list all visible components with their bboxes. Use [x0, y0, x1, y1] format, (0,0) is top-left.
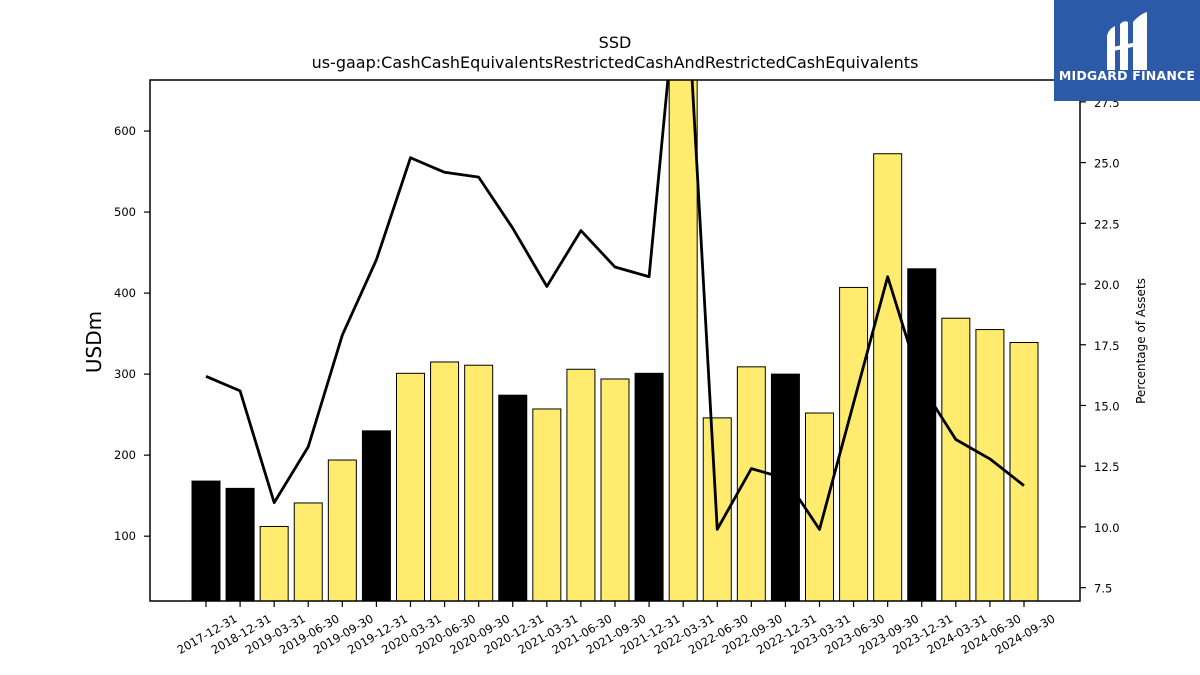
y-tick-label: 300 — [114, 367, 136, 381]
y2-tick-label: 22.5 — [1094, 217, 1120, 231]
y-tick-label: 100 — [114, 529, 136, 543]
bar-2019-12-31 — [361, 430, 391, 601]
bar-2021-12-31 — [634, 372, 664, 601]
bar-2017-12-31 — [191, 480, 221, 601]
y2-tick-label: 7.5 — [1094, 582, 1112, 596]
y-tick-label: 400 — [114, 286, 136, 300]
y-tick-label: 600 — [114, 124, 136, 138]
bar-2022-12-31 — [770, 373, 800, 601]
bar-2023-03-31 — [805, 412, 834, 601]
logo-text: MIDGARD FINANCE — [1059, 68, 1195, 83]
bar-2024-03-31 — [941, 317, 971, 601]
bar-2024-09-30 — [1009, 342, 1039, 601]
bar-2021-09-30 — [600, 378, 630, 601]
y2-tick-label: 15.0 — [1094, 399, 1120, 413]
bar-series — [191, 80, 1039, 601]
y2-axis-label: Percentage of Assets — [1134, 278, 1148, 404]
bar-2020-09-30 — [464, 364, 494, 601]
y2-tick-label: 20.0 — [1094, 278, 1120, 292]
bar-2019-09-30 — [327, 459, 357, 601]
bar-2019-06-30 — [293, 502, 323, 601]
bar-2022-03-31 — [668, 80, 698, 601]
bar-2020-06-30 — [430, 361, 460, 601]
y-tick-label: 500 — [114, 205, 136, 219]
y2-tick-label: 12.5 — [1094, 460, 1120, 474]
bar-2020-03-31 — [396, 372, 425, 601]
bar-2021-03-31 — [532, 408, 562, 601]
bar-2023-12-31 — [907, 268, 937, 601]
percentage-line — [205, 80, 1025, 531]
chart-subtitle: us-gaap:CashCashEquivalentsRestrictedCas… — [312, 53, 919, 72]
y-axis-label: USDm — [82, 311, 106, 373]
bar-2019-03-31 — [259, 525, 289, 601]
y2-tick-label: 17.5 — [1094, 339, 1120, 353]
chart-title: SSD — [599, 33, 632, 52]
y2-tick-label: 10.0 — [1094, 521, 1120, 535]
bar-2020-12-31 — [498, 394, 528, 601]
bar-2018-12-31 — [225, 487, 255, 601]
bar-2023-09-30 — [873, 153, 903, 601]
line-series-group — [205, 80, 1025, 531]
logo-mark-icon — [1107, 12, 1147, 70]
y2-tick-label: 25.0 — [1094, 157, 1120, 171]
y-tick-label: 200 — [114, 448, 136, 462]
logo: MIDGARD FINANCE — [1054, 0, 1200, 101]
bar-2021-06-30 — [566, 368, 596, 601]
bar-2023-06-30 — [839, 286, 869, 601]
